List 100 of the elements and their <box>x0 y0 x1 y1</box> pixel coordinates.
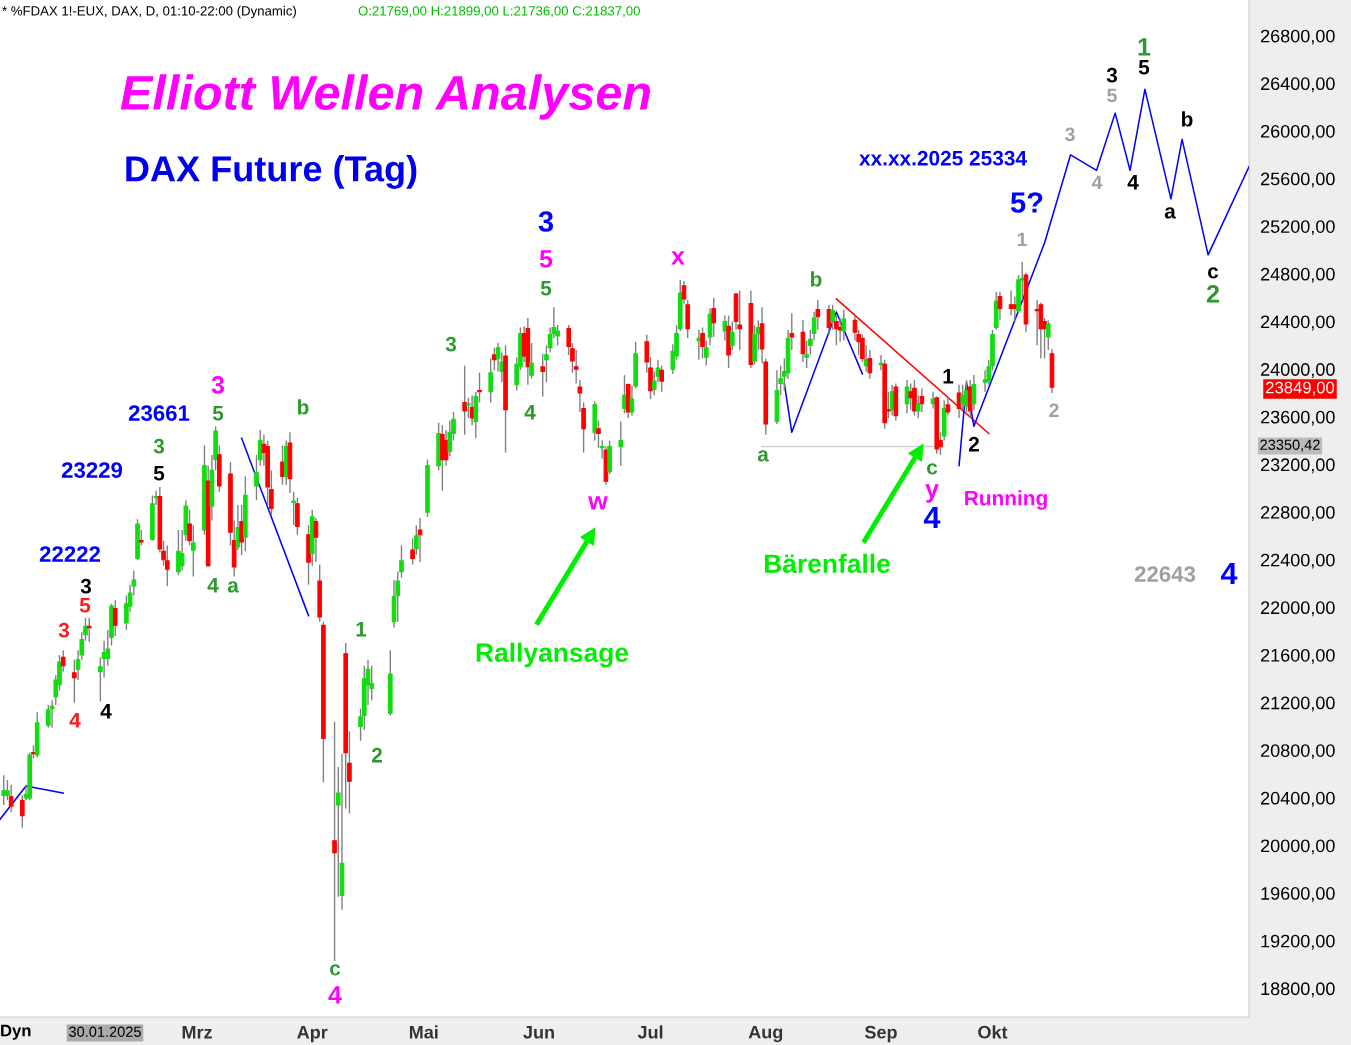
candlestick <box>164 544 170 587</box>
annotation: 4 <box>923 506 941 528</box>
y-tick-label: 21200,00 <box>1261 696 1335 712</box>
y-tick-label: 24400,00 <box>1261 315 1335 331</box>
y-tick-label: 23200,00 <box>1261 458 1335 474</box>
candlestick <box>86 617 92 643</box>
candlestick <box>1 774 7 806</box>
y-tick-label: 26800,00 <box>1261 29 1335 45</box>
y-tick-label: 22400,00 <box>1261 553 1335 569</box>
annotation: 4 <box>1127 175 1139 190</box>
text: Elliott Wellen Analysen <box>120 74 651 120</box>
annotation: 4 <box>1091 175 1103 190</box>
y-tick-label: 24800,00 <box>1261 267 1335 283</box>
candlestick <box>967 379 973 419</box>
y-tick-label: 23600,00 <box>1261 410 1335 426</box>
candlestick <box>1012 295 1018 323</box>
annotation: 5 <box>540 281 552 296</box>
annotation: 22222 <box>39 546 101 562</box>
annotation: 3 <box>538 211 554 232</box>
text: 23849,00 <box>1266 381 1335 396</box>
annotation: 5 <box>1138 60 1150 75</box>
y-tick-label: 26000,00 <box>1261 124 1335 140</box>
annotation: 2 <box>1049 403 1059 418</box>
annotation: 4 <box>207 578 219 593</box>
annotation: 5 <box>153 466 165 481</box>
annotation: 1 <box>1138 38 1151 56</box>
y-tick-label: 26400,00 <box>1261 77 1335 93</box>
annotation: x <box>671 251 685 265</box>
annotation: 23229 <box>61 462 123 478</box>
text: 30.01.2025 <box>69 1026 141 1037</box>
text: 23350,42 <box>1260 439 1320 452</box>
candlestick <box>912 379 917 417</box>
x-tick-label: Jun <box>523 1026 554 1039</box>
y-tick-label: 25600,00 <box>1261 172 1335 188</box>
annotation: 4 <box>69 713 81 728</box>
annotation: 5 <box>79 598 91 613</box>
candlestick <box>399 544 404 579</box>
candlestick <box>685 299 691 339</box>
annotation: 5 <box>539 250 553 268</box>
y-tick-label: 20000,00 <box>1261 839 1335 855</box>
annotation: 3 <box>80 578 92 594</box>
candlestick <box>112 599 118 637</box>
annotation: a <box>227 581 239 593</box>
y-tick-label: 20400,00 <box>1261 791 1335 807</box>
candlestick <box>417 517 423 563</box>
y-tick-label: 22000,00 <box>1261 601 1335 617</box>
annotation: 3 <box>1065 127 1075 142</box>
y-tick-label: 24000,00 <box>1261 363 1335 379</box>
annotation: 1 <box>1017 232 1027 247</box>
annotation: 4 <box>328 986 342 1004</box>
candlestick <box>477 372 482 404</box>
candlestick <box>629 385 635 417</box>
x-tick-label: Okt <box>978 1025 1008 1039</box>
annotation: 4 <box>1220 562 1238 584</box>
annotation: O:21769,00 H:21899,00 L:21736,00 C:21837,00 <box>358 6 640 18</box>
annotation: xx.xx.2025 25334 <box>859 150 1027 166</box>
x-tick-label: Mai <box>409 1025 438 1039</box>
annotation: 2 <box>968 436 979 452</box>
annotation: * %FDAX 1!-EUX, DAX, D, 01:10-22:00 (Dynamic) <box>2 5 296 19</box>
annotation: c <box>927 463 938 475</box>
y-tick-label: 21600,00 <box>1261 648 1335 664</box>
text: Dyn <box>1 1024 31 1040</box>
annotation: a <box>1164 207 1176 219</box>
annotation: b <box>1182 111 1193 127</box>
y-tick-label: 19600,00 <box>1261 887 1335 902</box>
y-tick-label: 19200,00 <box>1261 934 1335 950</box>
x-tick-label: Apr <box>297 1026 328 1043</box>
annotation: 3 <box>211 376 225 394</box>
annotation: 2 <box>371 747 382 763</box>
candlestick <box>369 664 375 701</box>
annotation: 1 <box>356 622 367 637</box>
annotation: 22643 <box>1134 566 1196 582</box>
annotation: 23661 <box>128 405 190 421</box>
candlestick <box>332 720 337 962</box>
annotation: 4 <box>524 405 536 420</box>
candlestick <box>488 357 493 404</box>
candlestick <box>729 320 735 351</box>
x-tick-label: Aug <box>748 1025 783 1043</box>
candlestick <box>280 444 285 486</box>
candlestick <box>46 704 51 729</box>
annotation: Running <box>965 490 1047 510</box>
candlestick <box>176 529 181 576</box>
annotation: 5 <box>1107 88 1117 103</box>
y-tick-label: 20800,00 <box>1261 744 1335 760</box>
x-tick-label: Mrz <box>182 1026 212 1039</box>
y-tick-label: 22800,00 <box>1261 506 1335 521</box>
annotation: 3 <box>153 438 165 454</box>
y-tick-label: 18800,00 <box>1261 982 1335 998</box>
annotation: 1 <box>943 369 954 384</box>
annotation: 3 <box>58 622 70 638</box>
x-tick-label: Sep <box>864 1025 897 1043</box>
candlestick <box>867 349 873 380</box>
candlestick <box>618 420 624 467</box>
annotation: w <box>588 496 608 510</box>
annotation: b <box>298 399 309 415</box>
candlestick <box>841 308 847 342</box>
annotation: y <box>925 484 939 503</box>
annotation: 3 <box>445 336 457 352</box>
annotation: a <box>757 450 769 462</box>
annotation: 5 <box>212 406 224 421</box>
